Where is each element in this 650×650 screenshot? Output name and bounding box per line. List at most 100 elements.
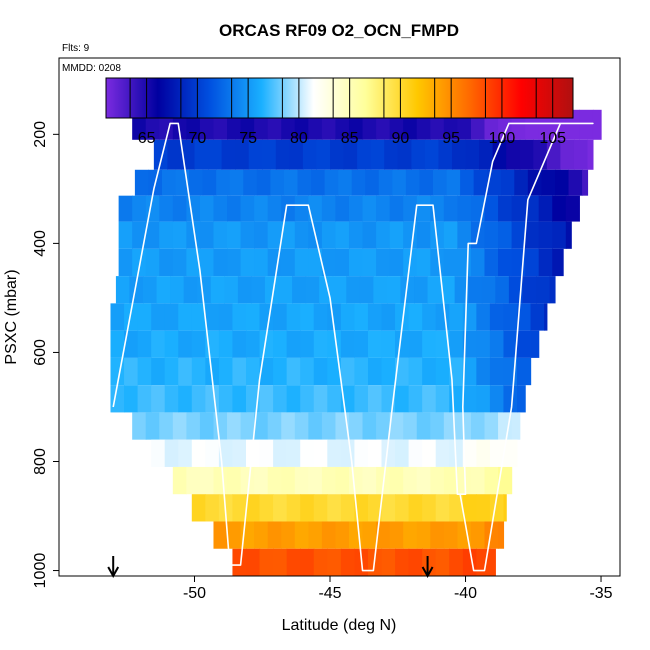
heatmap-cell [330,139,345,170]
heatmap-cell [403,412,418,440]
heatmap-cell [367,494,383,522]
heatmap-cell [560,139,575,170]
heatmap-cell [381,357,396,386]
heatmap-cell [422,548,437,576]
heatmap-cell [462,385,477,413]
heatmap-cell [573,139,589,170]
heatmap-cell [554,169,570,196]
heatmap-cell [408,357,423,386]
colorbar-tick-label: 80 [290,130,308,147]
heatmap-cell [389,412,404,440]
x-tick-label: -50 [183,585,206,602]
heatmap-cell [273,385,288,413]
heatmap-cell [354,330,369,358]
heatmap-cell [503,385,518,413]
heatmap-cell [433,169,448,196]
heatmap-cell [213,412,228,440]
colorbar-fill [106,78,573,118]
heatmap-cell [294,248,309,277]
heatmap-cell [535,276,551,304]
heatmap-cell [503,494,507,522]
plot-frame [58,57,621,577]
heatmap-cell [199,195,215,222]
heatmap-cell [565,195,580,222]
heatmap-cell [197,276,212,304]
heatmap-cell [335,466,350,495]
heatmap-cell [422,494,437,522]
heatmap-cell [178,303,193,331]
heatmap-cell [224,276,239,304]
heatmap-cell [514,169,529,196]
heatmap-cell [300,357,315,386]
heatmap-cell [373,276,388,304]
heatmap-cell [438,139,453,170]
heatmap-cell [449,385,464,413]
heatmap-cell [300,330,315,358]
heatmap-cell [308,195,323,222]
heatmap-cell [348,412,364,440]
heatmap-cell [213,521,228,549]
heatmap-cell [492,139,507,170]
heatmap-cell [294,221,309,249]
heatmap-cell [430,466,445,495]
heatmap-cell [549,276,556,304]
heatmap-cell [254,248,269,277]
heatmap-cell [151,439,166,467]
heatmap-cell [246,357,261,386]
heatmap-cell [498,466,513,495]
heatmap-cell [259,385,274,413]
heatmap-cell [186,221,201,249]
heatmap-cell [273,548,288,576]
heatmap-cell [435,439,450,467]
heatmap-cell [538,195,553,222]
heatmap-cell [137,357,152,386]
heatmap-cell [489,548,496,576]
heatmap-cell [161,169,177,196]
heatmap-cell [191,330,206,358]
heatmap-cell [400,276,415,304]
heatmap-cell [362,466,377,495]
heatmap-cell [254,195,269,222]
heatmap-cell [232,439,247,467]
heatmap-cell [346,276,361,304]
heatmap-cell [227,248,242,277]
heatmap-cell [430,221,445,249]
heatmap-cell [132,248,147,277]
heatmap-cell [408,494,423,522]
heatmap-cell [381,303,396,331]
heatmap-cell [205,439,220,467]
heatmap-cell [267,466,282,495]
heatmap-cell [332,276,347,304]
heatmap-cell [395,330,410,358]
heatmap-cell [289,139,304,170]
heatmap-cell [156,276,171,304]
heatmap-cell [443,521,458,549]
heatmap-cell [186,195,201,222]
heatmap-cell [327,385,342,413]
heatmap-cell [327,494,342,522]
heatmap-cell [213,195,228,222]
heatmap-cell [414,276,429,304]
heatmap-cell [137,385,152,413]
heatmap-cell [552,221,567,249]
heatmap-cell [367,357,383,386]
heatmap-cell [511,221,526,249]
heatmap-cell [435,330,450,358]
heatmap-cell [476,357,491,386]
heatmap-cell [273,439,288,467]
heatmap-cell [395,357,410,386]
heatmap-cell [348,195,364,222]
heatmap-cell [118,221,133,249]
heatmap-cell [248,139,263,170]
y-axis: 200 400 600 800 1000 [32,121,59,588]
heatmap-cell [246,303,261,331]
heatmap-cell [172,221,187,249]
heatmap-cell [517,303,532,331]
heatmap-cell [267,221,282,249]
heatmap-cell [213,466,228,495]
heatmap-cell [286,357,301,386]
heatmap-cell [189,169,204,196]
heatmap-cell [395,494,410,522]
x-tick-label: -40 [454,585,477,602]
heatmap-cell [281,221,296,249]
